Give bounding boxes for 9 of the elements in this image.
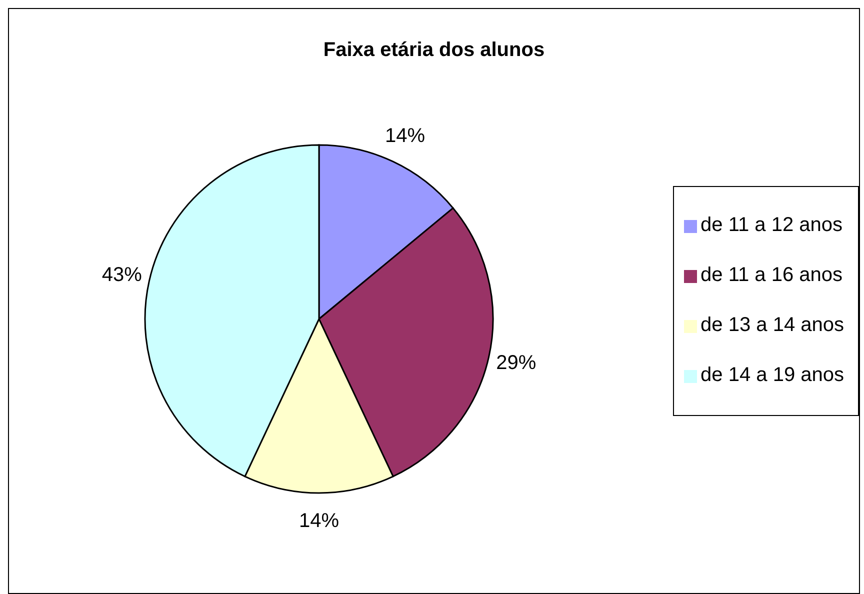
legend-label: de 13 a 14 anos (700, 314, 844, 336)
legend-label: de 11 a 12 anos (700, 214, 843, 236)
data-label: 43% (102, 264, 142, 286)
data-label: 14% (298, 510, 340, 532)
legend-label: de 14 a 19 anos (700, 364, 844, 386)
data-label: 29% (496, 352, 536, 374)
chart-title: Faixa etária dos alunos (322, 39, 546, 62)
legend-label: de 11 a 16 anos (700, 264, 843, 286)
data-label: 14% (384, 125, 426, 148)
